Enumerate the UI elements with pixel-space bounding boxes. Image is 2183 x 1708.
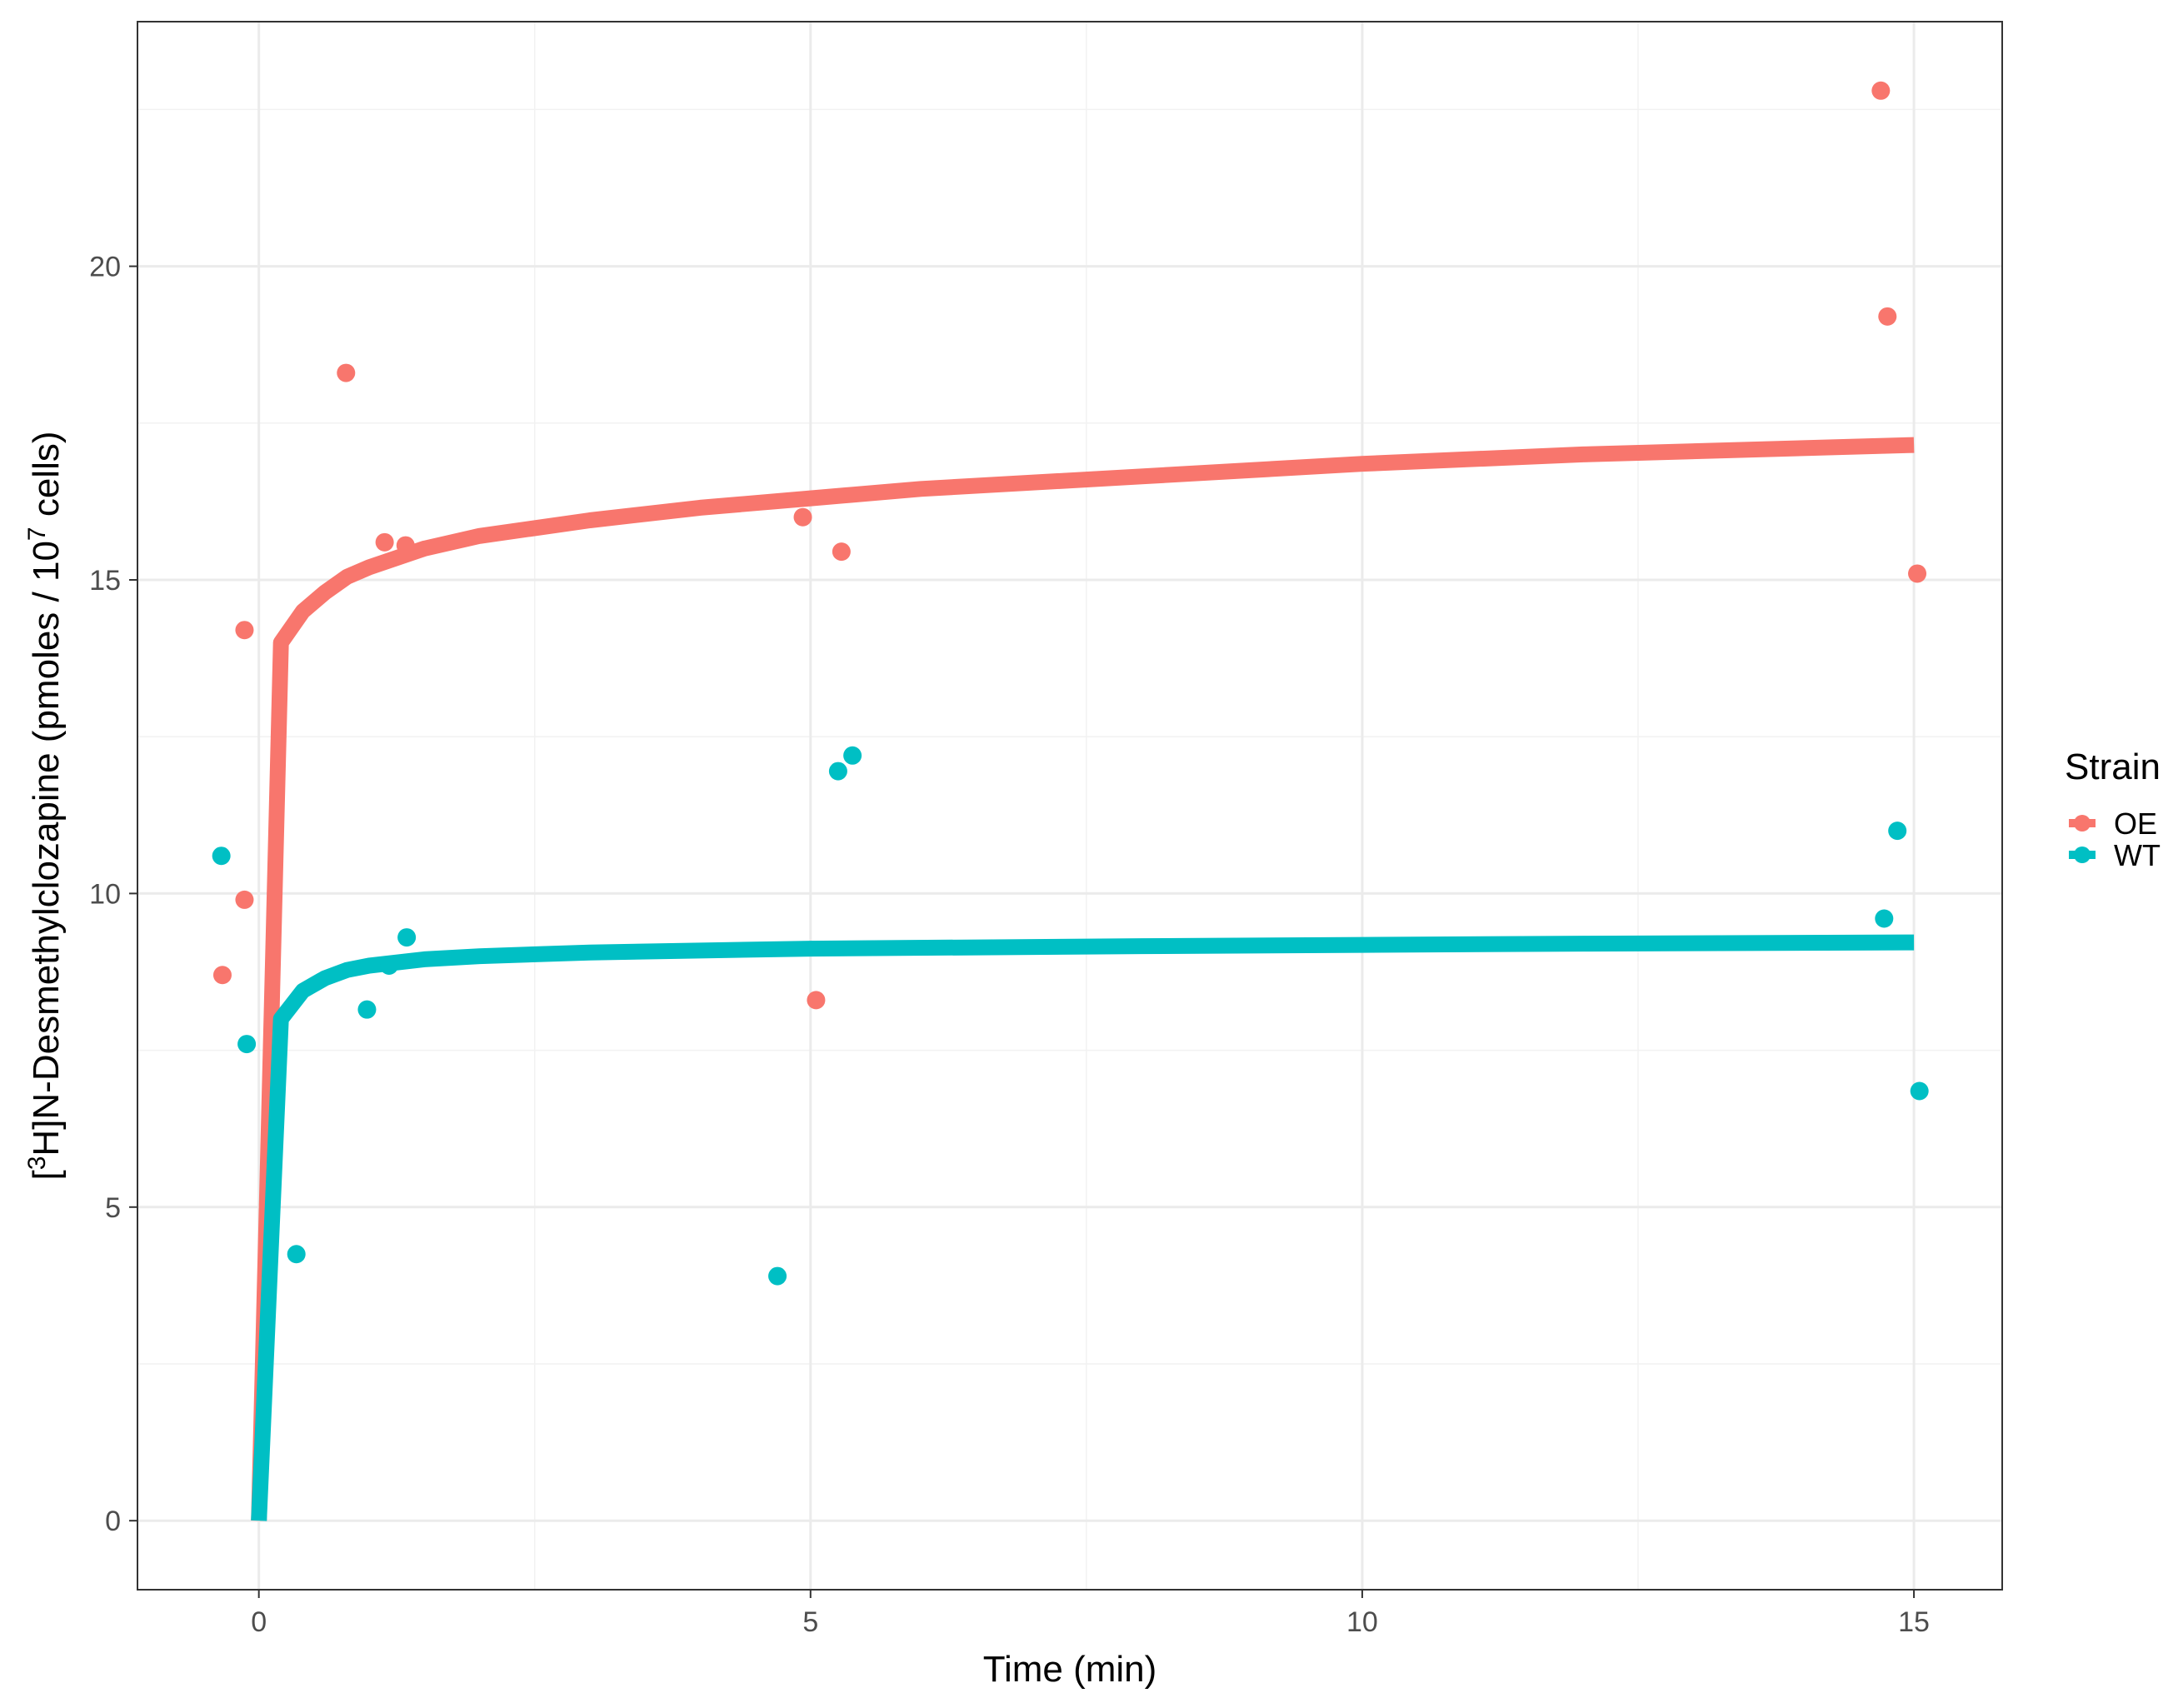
data-point-wt xyxy=(237,1035,257,1054)
fit-line-oe xyxy=(251,437,1915,1521)
data-points xyxy=(212,81,1929,1286)
data-point-oe xyxy=(235,621,254,640)
y-axis-title-prefix: [ xyxy=(26,1170,67,1180)
fit-lines xyxy=(251,437,1915,1521)
data-point-oe xyxy=(337,363,356,382)
legend-label-wt: WT xyxy=(2114,838,2161,872)
data-point-wt xyxy=(828,762,847,781)
y-axis-title-middle: H]N-Desmethylclozapine (pmoles / 10 xyxy=(26,541,67,1156)
x-tick-label: 10 xyxy=(1346,1606,1378,1638)
data-point-oe xyxy=(832,542,851,562)
y-axis-title-sup-7: 7 xyxy=(23,527,51,541)
data-point-oe xyxy=(1878,307,1897,326)
y-axis-ticks: 0 5 10 15 20 xyxy=(89,252,137,1537)
data-point-wt xyxy=(379,956,398,975)
y-tick-label: 5 xyxy=(105,1192,121,1224)
x-axis-ticks: 0 5 10 15 xyxy=(251,1590,1930,1638)
y-axis-title-suffix: cells) xyxy=(26,431,67,527)
y-tick-label: 0 xyxy=(105,1506,121,1537)
data-point-wt xyxy=(357,1000,377,1019)
panel-border xyxy=(137,21,2003,1591)
data-point-wt xyxy=(1910,1081,1929,1101)
data-point-wt xyxy=(287,1245,306,1264)
legend-label-oe: OE xyxy=(2114,807,2157,841)
data-point-oe xyxy=(1908,564,1927,583)
data-point-oe xyxy=(235,890,254,909)
major-gridlines xyxy=(137,22,2002,1590)
y-axis-title: [3H]N-Desmethylclozapine (pmoles / 107 c… xyxy=(23,431,67,1180)
data-point-oe xyxy=(1871,81,1891,100)
data-point-wt xyxy=(397,928,417,947)
data-point-oe xyxy=(375,532,394,552)
minor-gridlines xyxy=(137,22,2002,1590)
x-tick-label: 15 xyxy=(1898,1606,1930,1638)
data-point-wt xyxy=(768,1266,787,1286)
x-axis-title: Time (min) xyxy=(983,1649,1157,1690)
y-axis-title-sup-3: 3 xyxy=(23,1156,51,1171)
data-point-oe xyxy=(396,536,415,555)
y-tick-label: 15 xyxy=(89,565,121,597)
legend-title: Strain xyxy=(2065,747,2161,787)
data-point-oe xyxy=(807,991,826,1010)
data-point-wt xyxy=(843,746,862,765)
data-point-wt xyxy=(1875,909,1894,928)
y-tick-label: 20 xyxy=(89,252,121,283)
x-tick-label: 0 xyxy=(251,1606,267,1638)
legend-key-point-oe xyxy=(2074,815,2091,832)
x-tick-label: 5 xyxy=(802,1606,818,1638)
data-point-wt xyxy=(212,847,231,866)
legend-key-point-wt xyxy=(2074,847,2091,863)
data-point-wt xyxy=(1888,822,1907,841)
data-point-oe xyxy=(793,507,812,527)
data-point-oe xyxy=(212,966,232,985)
y-tick-label: 10 xyxy=(89,878,121,910)
fit-line-wt xyxy=(251,934,1915,1521)
